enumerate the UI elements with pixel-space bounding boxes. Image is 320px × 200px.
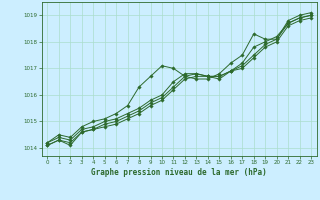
X-axis label: Graphe pression niveau de la mer (hPa): Graphe pression niveau de la mer (hPa) bbox=[91, 168, 267, 177]
